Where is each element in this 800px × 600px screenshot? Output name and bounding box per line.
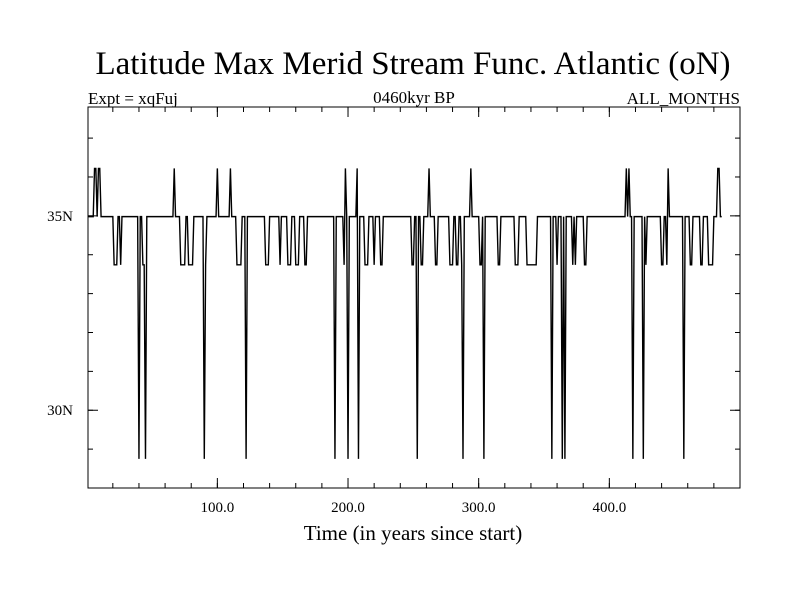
x-axis-label: Time (in years since start) <box>304 521 523 545</box>
series-line <box>88 167 722 459</box>
axis-labels: 100.0 200.0 300.0 400.0 30N 35N <box>47 209 626 516</box>
y-tick-label: 35N <box>47 209 73 225</box>
chart-title: Latitude Max Merid Stream Func. Atlantic… <box>95 46 731 82</box>
x-tick-label: 400.0 <box>592 500 626 516</box>
plot-frame <box>87 106 741 489</box>
period-label: 0460kyr BP <box>373 88 455 107</box>
axis-ticks <box>88 107 741 489</box>
series-layer <box>88 167 722 459</box>
x-tick-label: 200.0 <box>331 500 365 516</box>
experiment-label: Expt = xqFuj <box>88 89 178 108</box>
y-tick-label: 30N <box>47 403 73 419</box>
months-label: ALL_MONTHS <box>626 89 740 108</box>
x-tick-label: 300.0 <box>462 500 496 516</box>
x-tick-label: 100.0 <box>200 500 234 516</box>
